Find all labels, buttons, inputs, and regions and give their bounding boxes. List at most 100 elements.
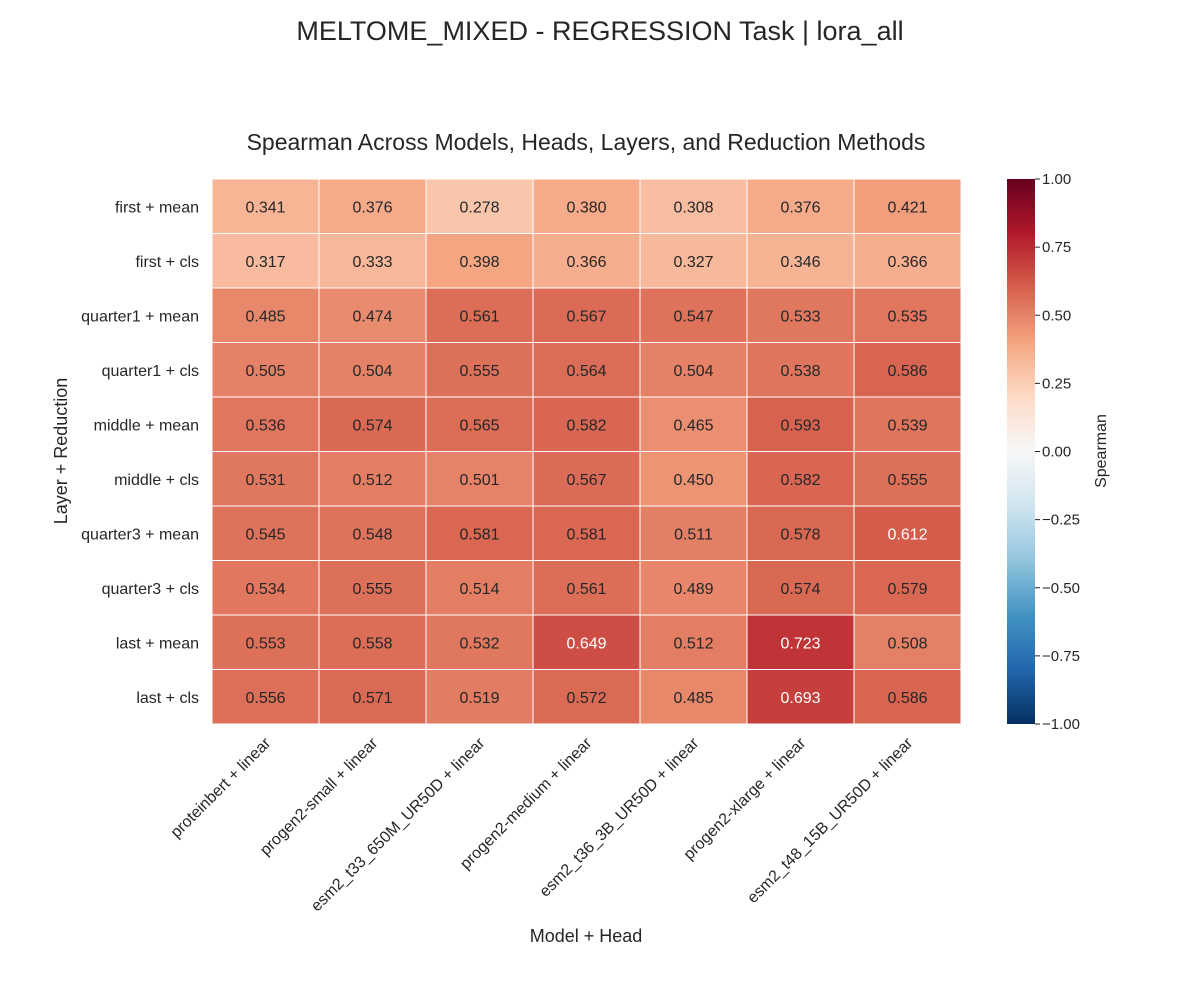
heatmap-cell [425,178,534,234]
heatmap-cell [425,451,534,507]
cell-value-label: 0.534 [245,581,285,598]
cell-value-label: 0.538 [780,363,820,380]
cell-value-label: 0.376 [780,199,820,216]
cell-value-label: 0.723 [780,635,820,652]
heatmap-cells [211,178,962,725]
cell-value-label: 0.278 [459,199,499,216]
cell-value-label: 0.533 [780,308,820,325]
cell-value-label: 0.508 [887,635,927,652]
cell-value-label: 0.565 [459,417,499,434]
heatmap-cell [532,342,641,398]
heatmap-cell [211,342,320,398]
cell-value-label: 0.558 [352,635,392,652]
cell-value-label: 0.567 [566,472,606,489]
cell-value-label: 0.489 [673,581,713,598]
cell-value-label: 0.693 [780,690,820,707]
cell-value-label: 0.450 [673,472,713,489]
heatmap-cell [746,560,855,616]
heatmap-cell [532,178,641,234]
cell-value-label: 0.514 [459,581,499,598]
heatmap-cell [318,178,427,234]
cell-value-label: 0.547 [673,308,713,325]
cell-value-label: 0.553 [245,635,285,652]
y-tick-label: last + cls [136,690,199,707]
heatmap-cell [425,287,534,343]
heatmap-cell [425,505,534,561]
x-tick-label: esm2_t33_650M_UR50D + linear [308,734,489,915]
heatmap-cell [425,614,534,670]
cell-value-label: 0.512 [673,635,713,652]
cell-value-label: 0.398 [459,254,499,271]
cell-value-label: 0.505 [245,363,285,380]
cell-value-label: 0.586 [887,363,927,380]
heatmap-cell [853,560,962,616]
cell-value-label: 0.572 [566,690,606,707]
cell-value-label: 0.366 [887,254,927,271]
heatmap-cell [853,342,962,398]
y-tick-label: middle + mean [94,417,199,434]
colorbar-tick-label: −1.00 [1042,716,1080,733]
heatmap-cell [211,178,320,234]
cell-value-label: 0.327 [673,254,713,271]
heatmap-cell [853,233,962,289]
cell-value-label: 0.341 [245,199,285,216]
heatmap-cell [532,287,641,343]
colorbar-ticks: 1.00 0.75 0.50 0.25 0.00 −0.25 −0.50 −0.75 −1.00 [1035,171,1080,733]
cell-value-label: 0.612 [887,526,927,543]
heatmap-cell [532,669,641,725]
cell-value-label: 0.561 [459,308,499,325]
cell-value-label: 0.421 [887,199,927,216]
cell-value-label: 0.519 [459,690,499,707]
figure-suptitle: MELTOME_MIXED - REGRESSION Task | lora_a… [296,16,903,46]
cell-value-label: 0.366 [566,254,606,271]
y-tick-label: quarter3 + mean [81,526,199,543]
cell-value-label: 0.556 [245,690,285,707]
colorbar-tick-label: 0.00 [1042,444,1071,461]
cell-value-label: 0.536 [245,417,285,434]
colorbar-tick-label: −0.75 [1042,648,1080,665]
cell-value-label: 0.545 [245,526,285,543]
x-tick-label: esm2_t48_15B_UR50D + linear [744,734,917,907]
heatmap-cell [853,396,962,452]
heatmap-cell [532,451,641,507]
cell-value-label: 0.579 [887,581,927,598]
colorbar-tick-label: 0.75 [1042,239,1071,256]
chart-title: Spearman Across Models, Heads, Layers, a… [247,129,926,155]
y-tick-labels: first + mean first + cls quarter1 + mean qu… [81,199,199,707]
cell-value-label: 0.308 [673,199,713,216]
cell-value-label: 0.485 [673,690,713,707]
heatmap-cell [211,233,320,289]
heatmap-cell [425,669,534,725]
heatmap-cell [746,505,855,561]
cell-value-label: 0.511 [674,526,713,543]
colorbar-tick-label: −0.50 [1042,580,1080,597]
cell-value-label: 0.333 [352,254,392,271]
x-tick-label: progen2-xlarge + linear [681,734,810,863]
heatmap-cell-labels: 0.341 0.376 0.278 0.380 0.308 0.376 0.421 0.317… [245,199,927,707]
cell-value-label: 0.465 [673,417,713,434]
heatmap-cell [211,560,320,616]
heatmap-cell [746,669,855,725]
cell-value-label: 0.582 [566,417,606,434]
cell-value-label: 0.581 [459,526,499,543]
heatmap-cell [746,342,855,398]
heatmap-cell [639,233,748,289]
cell-value-label: 0.485 [245,308,285,325]
heatmap-cell [318,560,427,616]
colorbar-tick-label: −0.25 [1042,512,1080,529]
colorbar-tick-label: 0.50 [1042,307,1071,324]
cell-value-label: 0.649 [566,635,606,652]
cell-value-label: 0.531 [245,472,285,489]
heatmap-cell [211,505,320,561]
cell-value-label: 0.501 [459,472,499,489]
heatmap-cell [318,342,427,398]
cell-value-label: 0.564 [566,363,606,380]
cell-value-label: 0.317 [245,254,285,271]
cell-value-label: 0.561 [566,581,606,598]
heatmap-cell [639,669,748,725]
heatmap-cell [639,614,748,670]
cell-value-label: 0.376 [352,199,392,216]
heatmap-cell [853,669,962,725]
